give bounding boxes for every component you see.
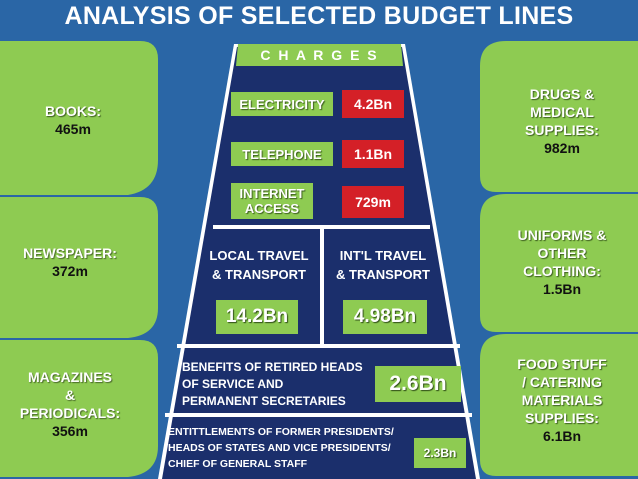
left-leaf-newspaper: [0, 197, 158, 338]
books-value: 465m: [55, 121, 91, 137]
benefits-label-2: OF SERVICE AND: [182, 377, 284, 391]
right-leaf-uniforms: [480, 194, 638, 332]
left-leaf-magazines: [0, 340, 158, 477]
intl-travel-label-2: & TRANSPORT: [336, 267, 430, 282]
entitlements-label-3: CHIEF OF GENERAL STAFF: [168, 458, 308, 470]
books-label: BOOKS:: [45, 103, 101, 119]
local-travel-label-1: LOCAL TRAVEL: [209, 248, 309, 263]
electricity-label: ELECTRICITY: [231, 92, 333, 116]
uniforms-label-2: OTHER: [537, 245, 587, 261]
food-label-4: SUPPLIES:: [525, 410, 599, 426]
drugs-label-2: MEDICAL: [530, 104, 594, 120]
internet-value: 729m: [342, 186, 404, 218]
internet-label: INTERNET ACCESS: [231, 183, 313, 219]
intl-travel-label-1: INT'L TRAVEL: [339, 248, 427, 263]
magazines-label-3: PERIODICALS:: [19, 405, 121, 421]
charges-header: C H A R G E S: [260, 47, 379, 63]
newspaper-item: NEWSPAPER: 372m: [0, 244, 140, 280]
benefits-label-3: PERMANENT SECRETARIES: [182, 394, 346, 408]
entitlements-label-1: ENTITTLEMENTS OF FORMER PRESIDENTS/: [168, 426, 394, 438]
uniforms-value: 1.5Bn: [542, 281, 582, 297]
drugs-value: 982m: [544, 140, 580, 156]
food-label-3: MATERIALS: [521, 392, 603, 408]
magazines-label-2: &: [64, 387, 76, 403]
food-item: FOOD STUFF / CATERING MATERIALS SUPPLIES…: [492, 355, 632, 445]
uniforms-label-1: UNIFORMS &: [517, 227, 607, 243]
entitlements-label: ENTITTLEMENTS OF FORMER PRESIDENTS/ HEAD…: [168, 424, 418, 472]
newspaper-value: 372m: [52, 263, 88, 279]
benefits-label-1: BENEFITS OF RETIRED HEADS: [182, 360, 363, 374]
entitlements-label-2: HEADS OF STATES AND VICE PRESIDENTS/: [168, 442, 391, 454]
uniforms-item: UNIFORMS & OTHER CLOTHING: 1.5Bn: [492, 226, 632, 298]
entitlements-value: 2.3Bn: [414, 438, 466, 468]
books-item: BOOKS: 465m: [18, 102, 128, 138]
electricity-value: 4.2Bn: [342, 90, 404, 118]
right-leaf-food: [480, 334, 638, 476]
intl-travel-value: 4.98Bn: [343, 300, 427, 334]
charges-header-bg: [236, 44, 403, 66]
local-travel-label: LOCAL TRAVEL & TRANSPORT: [196, 246, 322, 284]
page-title: ANALYSIS OF SELECTED BUDGET LINES: [64, 2, 574, 30]
internet-label-1: INTERNET: [239, 186, 305, 201]
benefits-value: 2.6Bn: [375, 366, 461, 402]
left-leaf-books: [0, 41, 158, 195]
drugs-label-1: DRUGS &: [529, 86, 595, 102]
internet-label-2: ACCESS: [244, 201, 300, 216]
drugs-item: DRUGS & MEDICAL SUPPLIES: 982m: [492, 85, 632, 157]
magazines-label-1: MAGAZINES: [28, 369, 112, 385]
local-travel-value: 14.2Bn: [216, 300, 298, 334]
newspaper-label: NEWSPAPER:: [23, 245, 117, 261]
telephone-label: TELEPHONE: [231, 142, 333, 166]
right-leaf-drugs: [480, 41, 638, 192]
telephone-value: 1.1Bn: [342, 140, 404, 168]
local-travel-label-2: & TRANSPORT: [212, 267, 306, 282]
magazines-value: 356m: [52, 423, 88, 439]
intl-travel-label: INT'L TRAVEL & TRANSPORT: [324, 246, 442, 284]
food-value: 6.1Bn: [542, 428, 582, 444]
uniforms-label-3: CLOTHING:: [523, 263, 601, 279]
magazines-item: MAGAZINES & PERIODICALS: 356m: [0, 368, 140, 440]
benefits-label: BENEFITS OF RETIRED HEADS OF SERVICE AND…: [182, 359, 378, 410]
food-label-1: FOOD STUFF: [517, 356, 607, 372]
food-label-2: / CATERING: [522, 374, 602, 390]
drugs-label-3: SUPPLIES:: [525, 122, 599, 138]
